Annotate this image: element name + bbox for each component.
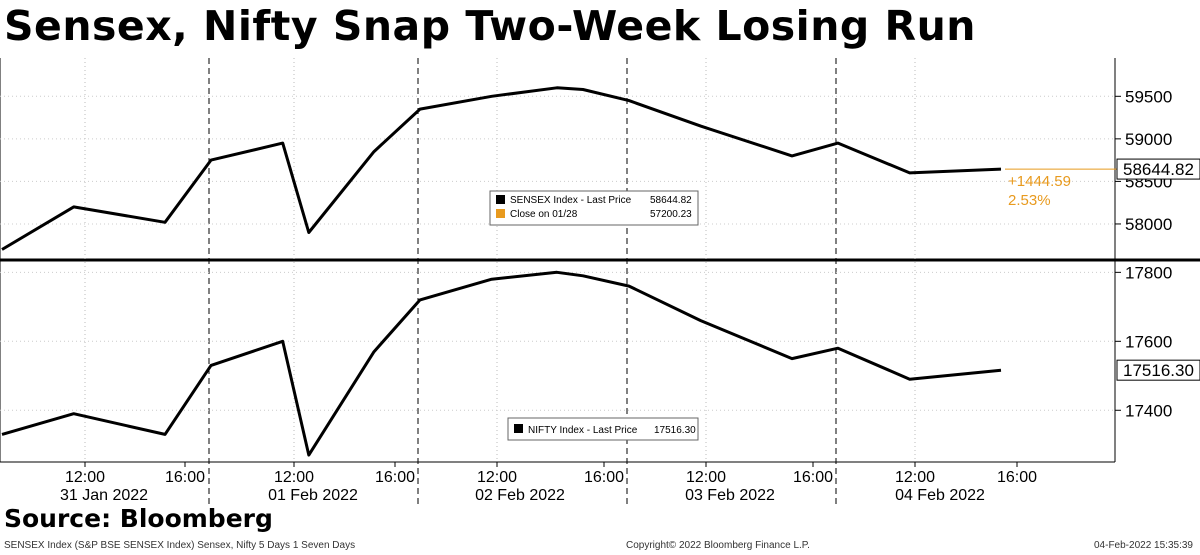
x-tick-label: 16:00	[793, 469, 833, 486]
change-percent-label: 2.53%	[1008, 192, 1051, 209]
y-tick-label: 59500	[1125, 87, 1172, 106]
last-price-flag	[1116, 359, 1200, 381]
y-tick-label: 17800	[1125, 263, 1172, 282]
chart-labels: 5950059000585005800058644.82+1444.592.53…	[60, 87, 1200, 504]
x-tick-label: 16:00	[165, 469, 205, 486]
x-date-label: 02 Feb 2022	[475, 487, 565, 504]
last-price-label: 58644.82	[1123, 160, 1194, 179]
x-tick-label: 12:00	[895, 469, 935, 486]
last-price-label: 17516.30	[1123, 361, 1194, 380]
y-tick-label: 58000	[1125, 215, 1172, 234]
footer-copyright: Copyright© 2022 Bloomberg Finance L.P.	[626, 540, 810, 551]
chart-series	[1, 86, 1200, 457]
legend-label: Close on 01/28	[510, 209, 578, 220]
legend-value: 57200.23	[650, 209, 692, 220]
x-tick-label: 16:00	[997, 469, 1037, 486]
footer-description: SENSEX Index (S&P BSE SENSEX Index) Sens…	[4, 540, 356, 551]
x-tick-label: 16:00	[584, 469, 624, 486]
x-date-label: 01 Feb 2022	[268, 487, 358, 504]
x-tick-label: 16:00	[375, 469, 415, 486]
legend-label: SENSEX Index - Last Price	[510, 195, 632, 206]
last-price-flag	[1116, 158, 1200, 180]
y-tick-label: 17600	[1125, 332, 1172, 351]
y-tick-label: 17400	[1125, 401, 1172, 420]
chart-canvas: 5950059000585005800058644.82+1444.592.53…	[0, 58, 1200, 505]
footer-timestamp: 04-Feb-2022 15:35:39	[1094, 540, 1193, 551]
x-tick-label: 12:00	[65, 469, 105, 486]
chart-title: Sensex, Nifty Snap Two-Week Losing Run	[4, 2, 976, 50]
x-tick-label: 12:00	[274, 469, 314, 486]
legend-box	[507, 417, 699, 441]
y-tick-label: 59000	[1125, 130, 1172, 149]
legend-label: NIFTY Index - Last Price	[528, 425, 638, 436]
legend-value: 58644.82	[650, 195, 692, 206]
change-absolute-label: +1444.59	[1008, 173, 1071, 190]
source-label: Source: Bloomberg	[4, 504, 273, 533]
series-line	[1, 270, 1002, 457]
legend-value: 17516.30	[654, 425, 696, 436]
x-tick-label: 12:00	[686, 469, 726, 486]
legend-swatch	[514, 424, 523, 433]
x-date-label: 04 Feb 2022	[895, 487, 985, 504]
series-line	[1, 86, 1002, 251]
chart-axes	[0, 58, 1200, 505]
x-date-label: 31 Jan 2022	[60, 487, 148, 504]
x-date-label: 03 Feb 2022	[685, 487, 775, 504]
legend-swatch	[496, 209, 505, 218]
legend-box	[489, 190, 699, 226]
x-tick-label: 12:00	[477, 469, 517, 486]
legend-swatch	[496, 195, 505, 204]
